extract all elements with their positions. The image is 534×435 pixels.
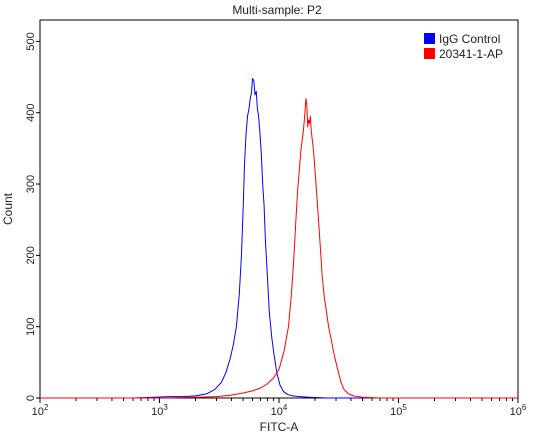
x-tick-label: 103 — [151, 403, 168, 418]
legend-swatch — [424, 33, 435, 44]
x-tick-label: 102 — [32, 403, 49, 418]
y-tick-label: 500 — [25, 32, 37, 50]
legend-swatch — [424, 48, 435, 59]
y-tick-label: 400 — [25, 104, 37, 122]
y-axis-label: Count — [1, 192, 15, 225]
series-line-2 — [40, 97, 518, 399]
x-tick-label: 104 — [271, 403, 288, 418]
x-axis-label: FITC-A — [260, 420, 299, 434]
legend-label: 20341-1-AP — [439, 47, 503, 61]
y-tick-label: 0 — [25, 395, 37, 401]
y-tick-label: 200 — [25, 246, 37, 264]
x-tick-label: 106 — [510, 403, 527, 418]
y-tick-label: 100 — [25, 317, 37, 335]
legend-label: IgG Control — [439, 32, 500, 46]
series-line-1 — [40, 77, 518, 399]
y-axis: 0 100 200 300 400 500 — [25, 32, 40, 401]
chart-title: Multi-sample: P2 — [232, 3, 322, 17]
series-layer — [40, 77, 518, 399]
y-tick-label: 300 — [25, 175, 37, 193]
x-tick-label: 105 — [390, 403, 407, 418]
x-axis: 102 103 104 105 106 — [32, 398, 527, 418]
plot-frame — [39, 19, 519, 399]
